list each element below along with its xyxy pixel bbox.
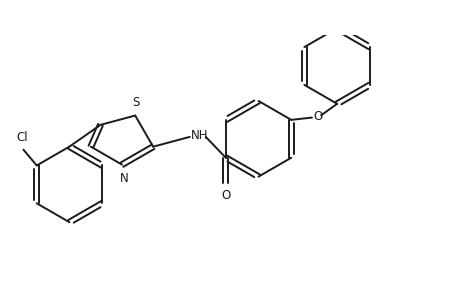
- Text: O: O: [221, 189, 230, 202]
- Text: NH: NH: [190, 129, 208, 142]
- Text: S: S: [132, 96, 140, 109]
- Text: O: O: [313, 110, 322, 123]
- Text: N: N: [120, 172, 129, 184]
- Text: Cl: Cl: [17, 131, 28, 144]
